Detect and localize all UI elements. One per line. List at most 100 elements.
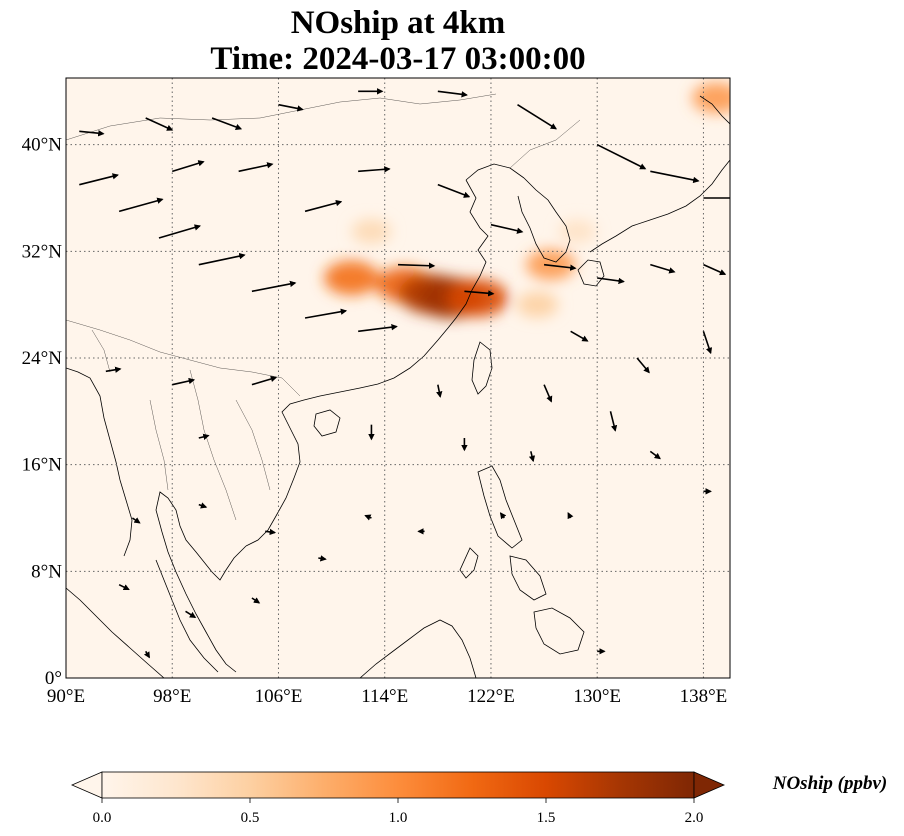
wind-arrow (118, 197, 164, 213)
wind-arrow (143, 650, 150, 659)
wind-arrow (79, 130, 105, 137)
wind-arrow (358, 166, 391, 173)
lat-tick-label: 8°N (31, 561, 62, 582)
concentration-hotspot (324, 260, 380, 296)
concentration-field (324, 82, 730, 319)
coastline-bay-of-bengal (66, 367, 133, 557)
wind-arrow (570, 330, 589, 342)
lon-tick-label: 138°E (680, 686, 728, 707)
colorbar: 0.0 0.5 1.0 1.5 2.0 NOship (ppbv) (70, 771, 888, 826)
colorbar-extend-over (693, 771, 726, 799)
wind-arrow (437, 183, 471, 198)
coastline-indochina (155, 491, 247, 673)
wind-arrow (543, 263, 577, 271)
coastline-hokkaido (699, 95, 730, 125)
colorbar-body (101, 771, 695, 799)
coastline-mindanao (533, 607, 585, 655)
wind-arrow (172, 160, 205, 173)
coastline-sumatra (66, 587, 165, 678)
wind-arrow (703, 263, 727, 276)
coastline-bohai (465, 163, 525, 181)
wind-arrow (278, 103, 304, 112)
title-line-1: NOship at 4km (290, 5, 506, 41)
wind-arrow (636, 357, 650, 374)
coastline-luzon (477, 465, 523, 549)
wind-arrow (609, 411, 618, 432)
plot-background (66, 78, 730, 678)
wind-arrow (172, 377, 196, 386)
wind-arrow (650, 170, 700, 184)
lat-tick-labels: 0° 8°N 16°N 24°N 32°N 40°N (22, 135, 63, 689)
wind-arrow (198, 252, 246, 266)
wind-arrow (358, 323, 398, 333)
wind-arrow (304, 308, 348, 319)
lon-tick-label: 98°E (153, 686, 191, 707)
wind-arrow (649, 450, 661, 460)
wind-arrow (251, 375, 278, 386)
colorbar-tick-label: 0.0 (93, 810, 112, 826)
colorbar-tick-label: 2.0 (685, 810, 704, 826)
wind-arrow (265, 528, 277, 536)
wind-arrow (105, 366, 122, 373)
coastline-palawan (459, 547, 479, 579)
wind-arrow (702, 331, 713, 355)
colorbar-label: NOship (ppbv) (772, 773, 888, 794)
wind-arrow (397, 262, 436, 269)
colorbar-extend-under (70, 771, 103, 799)
wind-arrow (251, 280, 297, 293)
wind-arrow (650, 263, 676, 274)
coastline-kyushu (577, 259, 605, 287)
wind-vectors (79, 88, 730, 659)
wind-arrow (528, 451, 536, 463)
colorbar-ticks: 0.0 0.5 1.0 1.5 2.0 (93, 798, 704, 826)
wind-arrow (238, 162, 274, 173)
lat-tick-label: 32°N (22, 241, 63, 262)
lon-tick-labels: 90°E 98°E 106°E 114°E 122°E 130°E 138°E (47, 686, 727, 707)
wind-arrow (543, 384, 553, 403)
wind-arrow (567, 512, 574, 520)
wind-arrow (131, 517, 141, 524)
wind-arrow (79, 173, 119, 186)
coastline-borneo (359, 619, 477, 678)
wind-arrow (437, 90, 468, 98)
coastline-mainland-china (245, 179, 489, 547)
coastline-hainan (313, 409, 341, 437)
colorbar-tick-label: 1.0 (389, 810, 408, 826)
colorbar-tick-label: 0.5 (241, 810, 260, 826)
wind-arrow (464, 290, 495, 297)
wind-arrow (517, 103, 558, 130)
coastline-taiwan (471, 341, 493, 395)
lon-tick-label: 106°E (255, 686, 303, 707)
wind-arrow (436, 384, 443, 398)
coastline-japan (589, 159, 730, 253)
lon-tick-label: 130°E (573, 686, 621, 707)
wind-arrow (185, 610, 197, 619)
wind-arrow (597, 277, 625, 285)
lon-tick-label: 122°E (467, 686, 515, 707)
lon-tick-label: 114°E (361, 686, 408, 707)
lon-tick-label: 90°E (47, 686, 85, 707)
lat-tick-label: 0° (45, 668, 62, 689)
concentration-hotspot (447, 279, 509, 317)
wind-arrow (304, 199, 343, 213)
wind-arrow (499, 512, 507, 520)
wind-arrow (198, 502, 208, 509)
wind-arrow (490, 223, 524, 234)
title-line-2: Time: 2024-03-17 03:00:00 (210, 41, 586, 77)
border-myanmar-thailand (149, 399, 169, 491)
wind-arrow (118, 583, 130, 591)
lat-tick-label: 16°N (22, 455, 63, 476)
concentration-hotspot (351, 218, 392, 244)
coastlines (66, 95, 730, 678)
coastline-visayas (509, 555, 547, 601)
plot-frame (65, 77, 731, 679)
border-laos-vietnam (235, 399, 271, 491)
colorbar-tick-label: 1.5 (537, 810, 556, 826)
border-indochina (189, 369, 237, 521)
coastline-malay-peninsula (155, 559, 219, 673)
coastline-korea (517, 177, 571, 263)
border-india-myanmar (91, 329, 111, 373)
wind-arrow (211, 117, 243, 130)
concentration-hotspot (558, 219, 597, 244)
